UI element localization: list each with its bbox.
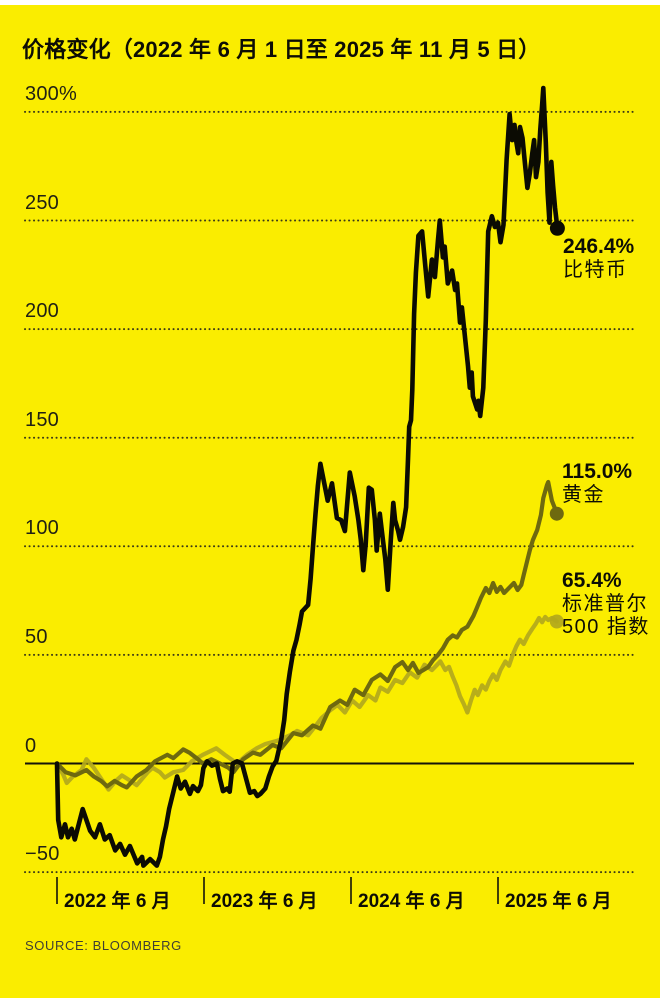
y-axis-label: 300% bbox=[25, 82, 77, 105]
gold-series-name: 黄金 bbox=[562, 484, 605, 506]
x-axis-label: 2022 年 6 月 bbox=[64, 891, 171, 912]
bitcoin-final-value: 246.4% bbox=[563, 235, 635, 258]
series-line-sp500 bbox=[54, 614, 559, 792]
endpoint-dot-bitcoin bbox=[549, 220, 565, 236]
sp500-series-name-line2: 500 指数 bbox=[562, 616, 650, 638]
gold-final-value: 115.0% bbox=[562, 460, 633, 483]
y-axis-label: 0 bbox=[25, 734, 37, 757]
annotation-sp500: 65.4% 标准普尔 500 指数 bbox=[562, 569, 650, 639]
y-axis-label: 200 bbox=[25, 300, 59, 323]
y-axis-label: 100 bbox=[25, 517, 59, 540]
bitcoin-series-name: 比特币 bbox=[563, 259, 628, 281]
chart-title: 价格变化（2022 年 6 月 1 日至 2025 年 11 月 5 日） bbox=[22, 37, 541, 62]
annotation-bitcoin: 246.4% 比特币 bbox=[563, 235, 634, 282]
x-axis-label: 2023 年 6 月 bbox=[211, 891, 318, 912]
annotation-gold: 115.0% 黄金 bbox=[562, 460, 632, 507]
endpoint-dot-sp500 bbox=[549, 614, 564, 629]
x-axis-label: 2024 年 6 月 bbox=[358, 891, 465, 912]
sp500-final-value: 65.4% bbox=[562, 569, 622, 592]
endpoint-dot-gold bbox=[549, 506, 564, 521]
x-axis-label: 2025 年 6 月 bbox=[505, 891, 612, 912]
y-axis-label: 250 bbox=[25, 191, 59, 214]
y-axis-label: −50 bbox=[25, 843, 60, 866]
series-line-bitcoin bbox=[54, 85, 560, 868]
sp500-series-name-line1: 标准普尔 bbox=[562, 593, 648, 615]
series-line-gold bbox=[54, 479, 559, 790]
y-axis-label: 50 bbox=[25, 625, 48, 648]
top-border bbox=[0, 0, 660, 5]
y-axis-label: 150 bbox=[25, 408, 59, 431]
source-note: SOURCE: BLOOMBERG bbox=[25, 938, 182, 953]
